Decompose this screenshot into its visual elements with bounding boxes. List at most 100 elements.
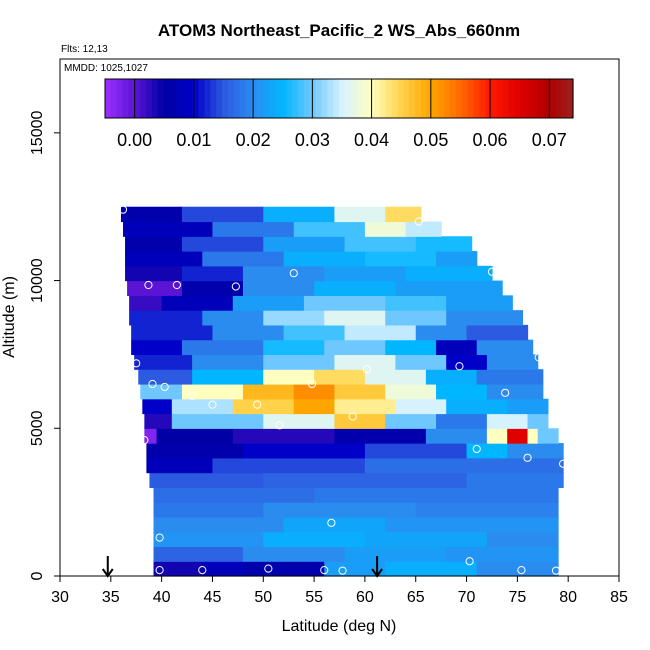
- heat-cell: [144, 413, 173, 429]
- heat-cell: [385, 295, 447, 311]
- x-tick-label: 75: [508, 589, 526, 606]
- heat-cell: [212, 457, 366, 474]
- colorbar-tick-label: 0.07: [532, 130, 567, 150]
- heat-cell: [385, 339, 437, 356]
- sample-marker: [275, 421, 284, 430]
- colorbar-swatch: [262, 79, 270, 118]
- colorbar-swatch: [567, 79, 574, 118]
- heat-cell: [364, 221, 407, 237]
- heat-cell: [242, 561, 325, 577]
- sample-marker: [517, 565, 526, 575]
- colorbar-swatch: [309, 79, 317, 118]
- heat-cell: [527, 413, 549, 429]
- y-tick-label: 10000: [29, 258, 46, 303]
- heat-cell: [334, 383, 386, 400]
- heat-cell: [364, 251, 437, 267]
- sample-marker: [472, 444, 481, 454]
- colorbar-swatch: [339, 79, 346, 118]
- heat-cell: [134, 354, 193, 370]
- colorbar-swatch: [532, 79, 539, 118]
- colorbar-swatch: [268, 79, 276, 118]
- heat-cell: [263, 502, 417, 518]
- x-tick-label: 65: [407, 589, 425, 606]
- heat-cell: [138, 369, 193, 385]
- heat-cell: [324, 339, 386, 356]
- sample-marker: [559, 459, 568, 468]
- sample-marker: [414, 217, 423, 226]
- colorbar-swatch: [426, 79, 434, 118]
- heat-cell: [232, 398, 295, 415]
- colorbar-swatch: [239, 79, 246, 118]
- plot-frame: [59, 58, 620, 577]
- colorbar-swatch: [116, 79, 124, 118]
- x-tick-label: 85: [610, 589, 628, 606]
- colorbar-tick-label: 0.01: [176, 130, 211, 150]
- heat-cell: [144, 428, 158, 444]
- heat-cell: [125, 251, 203, 267]
- sample-marker: [144, 280, 153, 290]
- sample-marker: [289, 269, 298, 278]
- heat-cell: [192, 354, 264, 370]
- heat-cell: [129, 295, 163, 311]
- heat-cell: [263, 310, 325, 326]
- colorbar-swatch: [555, 79, 562, 118]
- heat-cell: [314, 487, 559, 503]
- heat-cell: [153, 516, 285, 533]
- sample-marker: [320, 565, 329, 575]
- heat-cell: [395, 354, 447, 370]
- heat-cell: [446, 310, 524, 326]
- heat-cell: [181, 265, 244, 282]
- x-axis-label: Latitude (deg N): [282, 618, 397, 635]
- colorbar-swatch: [192, 79, 200, 118]
- x-tick-label: 45: [204, 589, 222, 606]
- heat-cell: [436, 251, 478, 267]
- heat-cell: [303, 295, 386, 311]
- sample-marker: [253, 400, 262, 409]
- heat-cell: [385, 561, 478, 577]
- heat-cell: [242, 546, 346, 562]
- colorbar-swatch: [420, 79, 428, 118]
- colorbar-swatch: [303, 79, 311, 118]
- heat-cell: [334, 398, 396, 415]
- colorbar-swatch: [198, 79, 206, 118]
- heat-cell: [415, 236, 473, 252]
- heat-cell: [446, 398, 508, 415]
- heat-cell: [395, 398, 447, 415]
- heat-cell: [202, 251, 285, 267]
- heat-cell: [232, 428, 336, 444]
- colorbar-swatch: [409, 79, 416, 118]
- colorbar-swatch: [233, 79, 241, 118]
- heat-cell: [232, 295, 305, 311]
- colorbar-swatch: [561, 79, 568, 118]
- colorbar-swatch: [245, 79, 252, 118]
- colorbar-swatch: [526, 79, 533, 118]
- heat-cell: [425, 428, 488, 444]
- colorbar-swatch: [350, 79, 358, 118]
- sample-marker: [455, 362, 464, 371]
- sample-marker: [338, 566, 347, 575]
- sample-marker: [487, 267, 497, 276]
- heat-cell: [131, 339, 183, 356]
- heat-cell: [242, 265, 325, 282]
- heat-cell: [486, 531, 559, 548]
- heat-cell: [436, 339, 478, 356]
- colorbar-swatch: [374, 79, 381, 118]
- colorbar-swatch: [438, 79, 445, 118]
- heat-cell: [507, 428, 529, 444]
- heat-cell: [334, 428, 427, 444]
- sample-marker: [327, 518, 336, 527]
- heat-cell: [263, 236, 346, 252]
- colorbar-swatch: [204, 79, 211, 118]
- heat-cell: [127, 280, 183, 296]
- flights-label: Flts: 12,13: [61, 44, 108, 55]
- heatmap-cells: [120, 206, 564, 577]
- colorbar-swatch: [222, 79, 229, 118]
- heat-cell: [156, 428, 234, 444]
- heat-cell: [415, 502, 559, 518]
- heat-cell: [385, 206, 422, 223]
- heat-cell: [263, 531, 366, 548]
- colorbar-frame: [104, 78, 574, 119]
- colorbar-swatch: [292, 79, 299, 118]
- sample-marker: [172, 280, 181, 290]
- heat-cell: [486, 383, 544, 400]
